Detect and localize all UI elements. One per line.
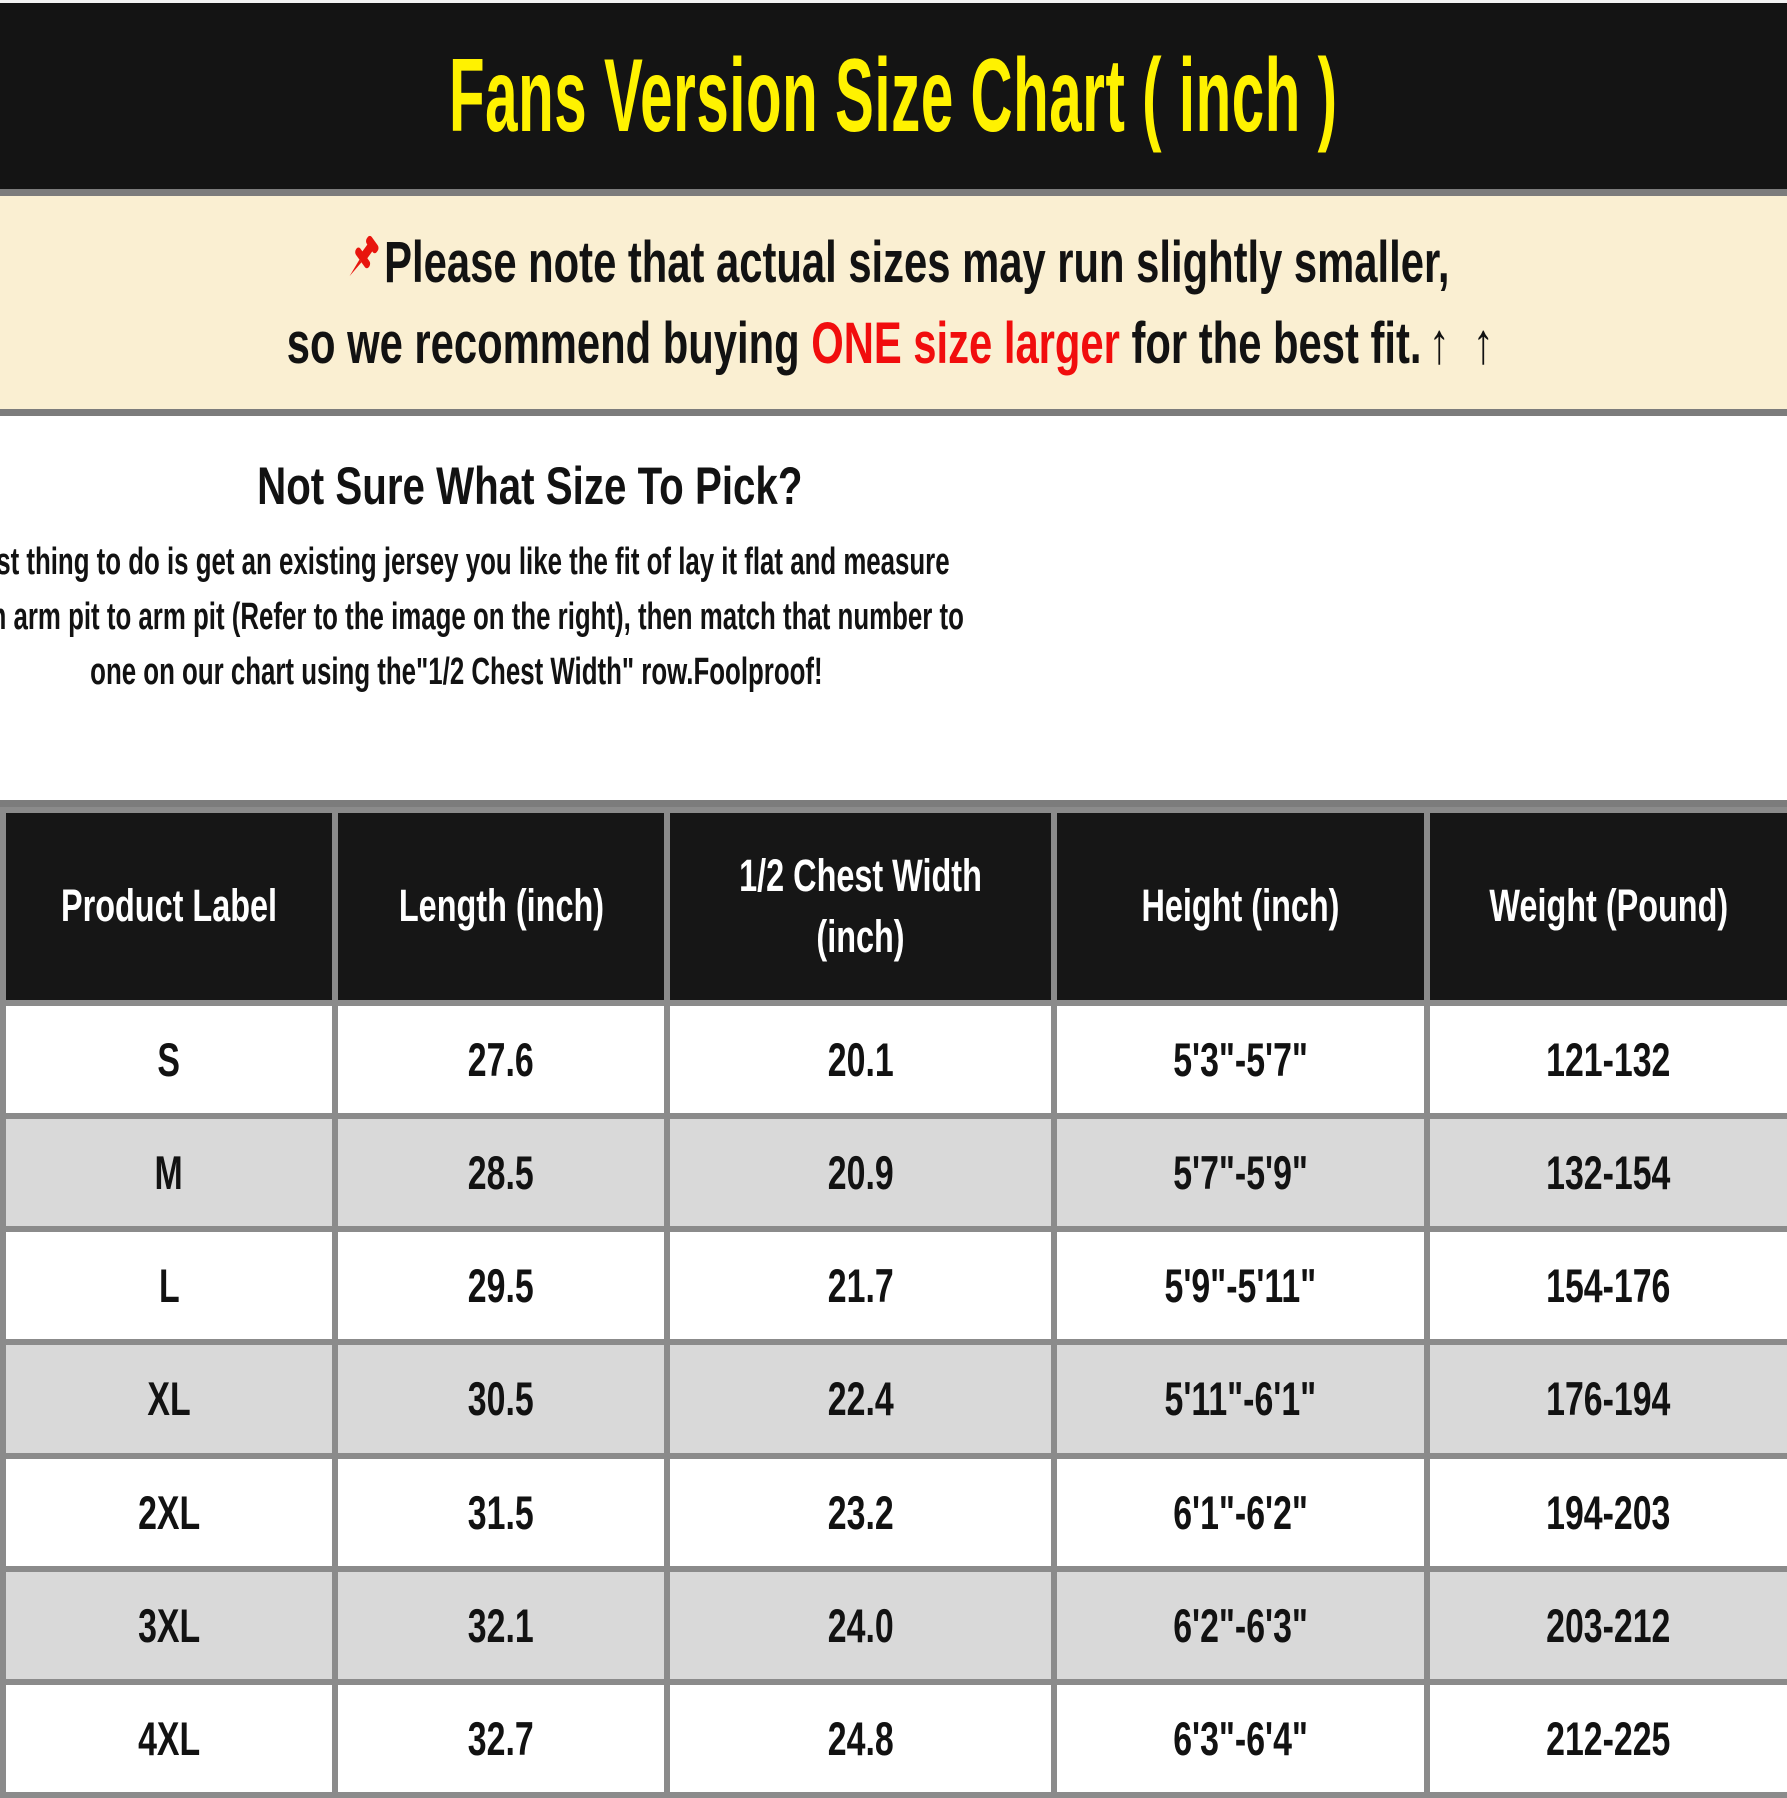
cell-length: 27.6 xyxy=(332,999,670,1120)
notice-line-2-before: so we recommend buying xyxy=(287,310,812,376)
size-table: Product Label Length (inch) 1/2 Chest Wi… xyxy=(0,807,1787,1798)
notice-line-2-after: for the best fit. xyxy=(1120,310,1422,376)
page-title: Fans Version Size Chart ( inch ) xyxy=(449,37,1338,154)
cell-chest: 24.8 xyxy=(664,1678,1057,1798)
cell-chest: 21.7 xyxy=(664,1226,1057,1346)
cell-label: S xyxy=(0,999,338,1120)
size-help-copy: Not Sure What Size To Pick? Best thing t… xyxy=(0,460,1060,700)
cell-weight: 176-194 xyxy=(1424,1339,1787,1459)
notice-highlight: ONE size larger xyxy=(811,310,1121,376)
cell-weight: 121-132 xyxy=(1424,999,1787,1120)
cell-chest: 20.9 xyxy=(664,1113,1057,1233)
cell-length: 29.5 xyxy=(332,1226,670,1346)
col-weight: Weight (Pound) xyxy=(1424,807,1787,1006)
cell-length: 32.1 xyxy=(332,1565,670,1685)
cell-label: M xyxy=(0,1113,338,1233)
cell-label: L xyxy=(0,1226,338,1346)
size-help-heading: Not Sure What Size To Pick? xyxy=(257,457,803,516)
cell-height: 6'1"-6'2" xyxy=(1051,1452,1430,1572)
notice-line-1-text: Please note that actual sizes may run sl… xyxy=(383,229,1450,295)
up-arrows-icon: ↑ ↑ xyxy=(1429,310,1500,376)
cell-label: 2XL xyxy=(0,1452,338,1572)
cell-height: 5'7"-5'9" xyxy=(1051,1113,1430,1233)
col-product-label: Product Label xyxy=(0,807,338,1006)
table-row-3xl: 3XL 32.1 24.0 6'2"-6'3" 203-212 xyxy=(0,1565,1787,1685)
table-row-m: M 28.5 20.9 5'7"-5'9" 132-154 xyxy=(0,1113,1787,1233)
notice-line-1: Please note that actual sizes may run sl… xyxy=(338,229,1449,296)
table-row-l: L 29.5 21.7 5'9"-5'11" 154-176 xyxy=(0,1226,1787,1346)
cell-label: 4XL xyxy=(0,1678,338,1798)
cell-label: XL xyxy=(0,1339,338,1459)
cell-height: 6'2"-6'3" xyxy=(1051,1565,1430,1685)
pushpin-icon xyxy=(349,235,379,276)
cell-chest: 23.2 xyxy=(664,1452,1057,1572)
cell-label: 3XL xyxy=(0,1565,338,1685)
cell-height: 5'9"-5'11" xyxy=(1051,1226,1430,1346)
cell-height: 5'11"-6'1" xyxy=(1051,1339,1430,1459)
size-table-header: Product Label Length (inch) 1/2 Chest Wi… xyxy=(0,807,1787,1006)
cell-chest: 24.0 xyxy=(664,1565,1057,1685)
table-row-xl: XL 30.5 22.4 5'11"-6'1" 176-194 xyxy=(0,1339,1787,1459)
cell-weight: 194-203 xyxy=(1424,1452,1787,1572)
cell-weight: 132-154 xyxy=(1424,1113,1787,1233)
col-length: Length (inch) xyxy=(332,807,670,1006)
pushpin-flange xyxy=(354,247,370,268)
section-divider xyxy=(0,409,1787,416)
cell-chest: 20.1 xyxy=(664,999,1057,1120)
pushpin-needle xyxy=(349,259,362,276)
cell-height: 6'3"-6'4" xyxy=(1051,1678,1430,1798)
cell-length: 31.5 xyxy=(332,1452,670,1572)
header-row: Product Label Length (inch) 1/2 Chest Wi… xyxy=(0,807,1787,1006)
table-row-2xl: 2XL 31.5 23.2 6'1"-6'2" 194-203 xyxy=(0,1452,1787,1572)
col-chest-width: 1/2 Chest Width (inch) xyxy=(664,807,1057,1006)
cell-length: 30.5 xyxy=(332,1339,670,1459)
cell-height: 5'3"-5'7" xyxy=(1051,999,1430,1120)
col-height: Height (inch) xyxy=(1051,807,1430,1006)
cell-length: 28.5 xyxy=(332,1113,670,1233)
cell-weight: 212-225 xyxy=(1424,1678,1787,1798)
section-divider xyxy=(0,189,1787,196)
size-help-section: Not Sure What Size To Pick? Best thing t… xyxy=(0,416,1787,1145)
cell-chest: 22.4 xyxy=(664,1339,1057,1459)
title-bar: Fans Version Size Chart ( inch ) xyxy=(0,0,1787,189)
table-row-s: S 27.6 20.1 5'3"-5'7" 121-132 xyxy=(0,999,1787,1120)
cell-weight: 203-212 xyxy=(1424,1565,1787,1685)
size-help-body: Best thing to do is get an existing jers… xyxy=(0,541,964,694)
table-row-4xl: 4XL 32.7 24.8 6'3"-6'4" 212-225 xyxy=(0,1678,1787,1798)
cell-weight: 154-176 xyxy=(1424,1226,1787,1346)
section-divider xyxy=(0,800,1787,807)
notice-line-2: so we recommend buying ONE size larger f… xyxy=(287,310,1500,377)
pushpin-knob xyxy=(365,235,379,253)
cell-length: 32.7 xyxy=(332,1678,670,1798)
notice-banner: Please note that actual sizes may run sl… xyxy=(0,196,1787,409)
